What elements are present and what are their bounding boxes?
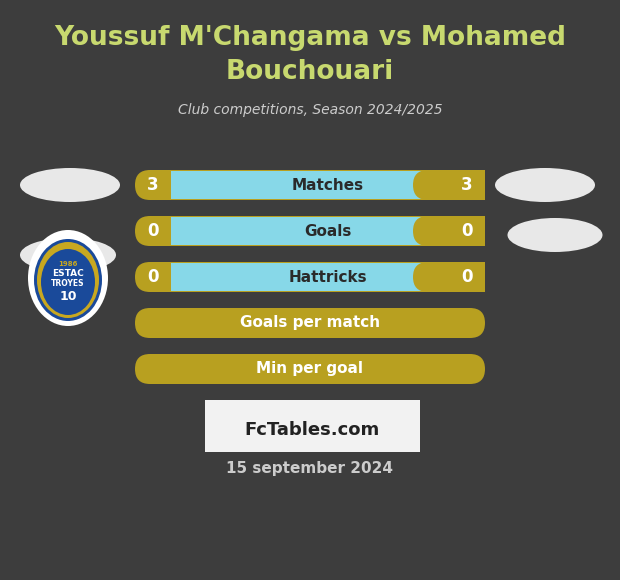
Ellipse shape [495,168,595,202]
FancyBboxPatch shape [413,170,485,200]
Text: 10: 10 [60,289,77,303]
Text: Hattricks: Hattricks [289,270,367,285]
FancyBboxPatch shape [449,262,485,292]
Ellipse shape [20,238,116,272]
Text: 0: 0 [461,268,472,286]
Text: Club competitions, Season 2024/2025: Club competitions, Season 2024/2025 [178,103,442,117]
Text: 15 september 2024: 15 september 2024 [226,461,394,476]
Text: 3: 3 [147,176,159,194]
FancyBboxPatch shape [205,400,420,452]
FancyBboxPatch shape [449,170,485,200]
FancyBboxPatch shape [413,262,485,292]
FancyBboxPatch shape [135,262,485,292]
Text: Goals per match: Goals per match [240,316,380,331]
FancyBboxPatch shape [135,170,485,200]
Text: 1986: 1986 [58,261,78,267]
Ellipse shape [28,230,108,326]
FancyBboxPatch shape [171,263,485,291]
Ellipse shape [34,239,102,321]
FancyBboxPatch shape [171,217,485,245]
Ellipse shape [41,249,95,315]
Ellipse shape [37,242,99,318]
Ellipse shape [508,218,603,252]
Text: FcTables.com: FcTables.com [245,421,380,439]
Text: 3: 3 [461,176,473,194]
FancyBboxPatch shape [135,354,485,384]
Text: 0: 0 [148,268,159,286]
Ellipse shape [20,168,120,202]
FancyBboxPatch shape [171,171,485,199]
Text: TROYES: TROYES [51,280,85,288]
Text: Goals: Goals [304,223,352,238]
Text: 0: 0 [461,222,472,240]
FancyBboxPatch shape [449,216,485,246]
Text: Matches: Matches [292,177,364,193]
FancyBboxPatch shape [135,216,485,246]
Text: Youssuf M'Changama vs Mohamed: Youssuf M'Changama vs Mohamed [54,25,566,51]
Text: 0: 0 [148,222,159,240]
Text: ESTAC: ESTAC [52,270,84,278]
FancyBboxPatch shape [413,216,485,246]
FancyBboxPatch shape [135,308,485,338]
Text: Min per goal: Min per goal [257,361,363,376]
Text: Bouchouari: Bouchouari [226,59,394,85]
